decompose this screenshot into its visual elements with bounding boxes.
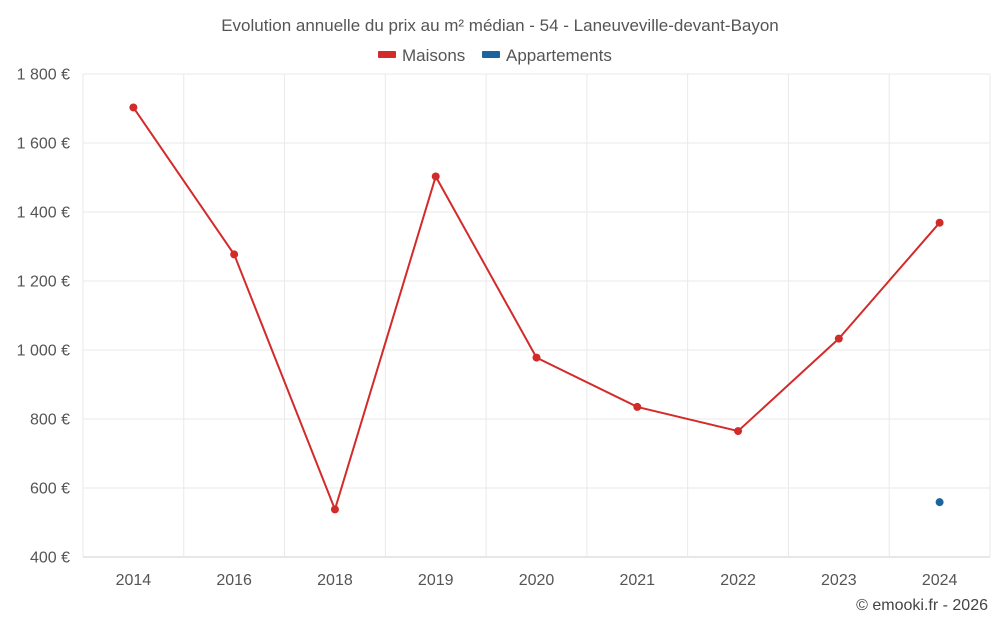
y-tick-label: 800 € bbox=[30, 412, 70, 429]
y-tick-label: 1 200 € bbox=[17, 274, 70, 291]
data-point-maisons[interactable] bbox=[431, 172, 440, 181]
x-tick-label: 2019 bbox=[418, 572, 454, 589]
legend-item-appartements[interactable]: Appartements bbox=[482, 46, 612, 65]
credit-text: © emooki.fr - 2026 bbox=[856, 597, 988, 614]
x-tick-label: 2016 bbox=[216, 572, 252, 589]
y-tick-label: 1 800 € bbox=[17, 67, 70, 84]
x-tick-label: 2014 bbox=[116, 572, 152, 589]
y-tick-label: 1 400 € bbox=[17, 205, 70, 222]
data-point-maisons[interactable] bbox=[834, 334, 843, 343]
data-point-maisons[interactable] bbox=[330, 505, 339, 514]
y-tick-label: 600 € bbox=[30, 481, 70, 498]
x-tick-label: 2021 bbox=[619, 572, 655, 589]
legend-item-maisons[interactable]: Maisons bbox=[378, 46, 465, 65]
data-point-maisons[interactable] bbox=[734, 427, 743, 436]
x-axis: 2014 2016 2018 2019 2020 2021 2022 2023 2024 bbox=[116, 572, 958, 589]
x-tick-label: 2024 bbox=[922, 572, 958, 589]
data-point-maisons[interactable] bbox=[935, 218, 944, 227]
y-gridlines bbox=[83, 73, 990, 558]
x-gridlines bbox=[82, 74, 991, 557]
x-tick-label: 2023 bbox=[821, 572, 857, 589]
legend-swatch-maisons bbox=[378, 51, 396, 58]
y-tick-label: 400 € bbox=[30, 550, 70, 567]
legend: Maisons Appartements bbox=[378, 46, 612, 65]
legend-swatch-appartements bbox=[482, 51, 500, 58]
data-point-maisons[interactable] bbox=[532, 353, 541, 362]
series-layer bbox=[129, 103, 944, 514]
x-tick-label: 2018 bbox=[317, 572, 353, 589]
legend-label-appartements: Appartements bbox=[506, 46, 612, 65]
x-tick-label: 2022 bbox=[720, 572, 756, 589]
y-tick-label: 1 000 € bbox=[17, 343, 70, 360]
series-line-maisons bbox=[132, 106, 941, 511]
data-point-appartements[interactable] bbox=[935, 498, 944, 507]
x-tick-label: 2020 bbox=[519, 572, 555, 589]
chart-title: Evolution annuelle du prix au m² médian … bbox=[221, 16, 779, 35]
data-point-maisons[interactable] bbox=[633, 402, 642, 411]
y-axis: 400 € 600 € 800 € 1 000 € 1 200 € 1 400 € 1 60… bbox=[17, 67, 70, 567]
y-tick-label: 1 600 € bbox=[17, 136, 70, 153]
data-point-maisons[interactable] bbox=[129, 103, 138, 112]
data-point-maisons[interactable] bbox=[230, 250, 239, 259]
legend-label-maisons: Maisons bbox=[402, 46, 465, 65]
